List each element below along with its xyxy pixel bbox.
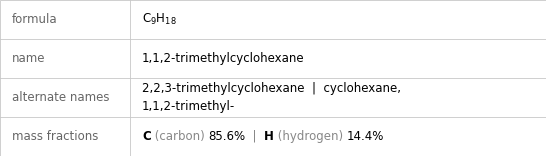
Text: 1,1,2-trimethyl-: 1,1,2-trimethyl- — [142, 100, 235, 113]
Text: |: | — [245, 130, 264, 143]
Text: (hydrogen): (hydrogen) — [274, 130, 347, 143]
Text: mass fractions: mass fractions — [12, 130, 98, 143]
Text: name: name — [12, 52, 45, 65]
Text: C: C — [142, 130, 151, 143]
Text: 14.4%: 14.4% — [347, 130, 384, 143]
Text: 1,1,2-trimethylcyclohexane: 1,1,2-trimethylcyclohexane — [142, 52, 305, 65]
Text: $\mathdefault{C_9H_{18}}$: $\mathdefault{C_9H_{18}}$ — [142, 12, 177, 27]
Text: alternate names: alternate names — [12, 91, 110, 104]
Text: formula: formula — [12, 13, 58, 26]
Text: 2,2,3-trimethylcyclohexane  |  cyclohexane,: 2,2,3-trimethylcyclohexane | cyclohexane… — [142, 82, 401, 95]
Text: (carbon): (carbon) — [151, 130, 208, 143]
Text: 85.6%: 85.6% — [208, 130, 245, 143]
Text: H: H — [264, 130, 274, 143]
